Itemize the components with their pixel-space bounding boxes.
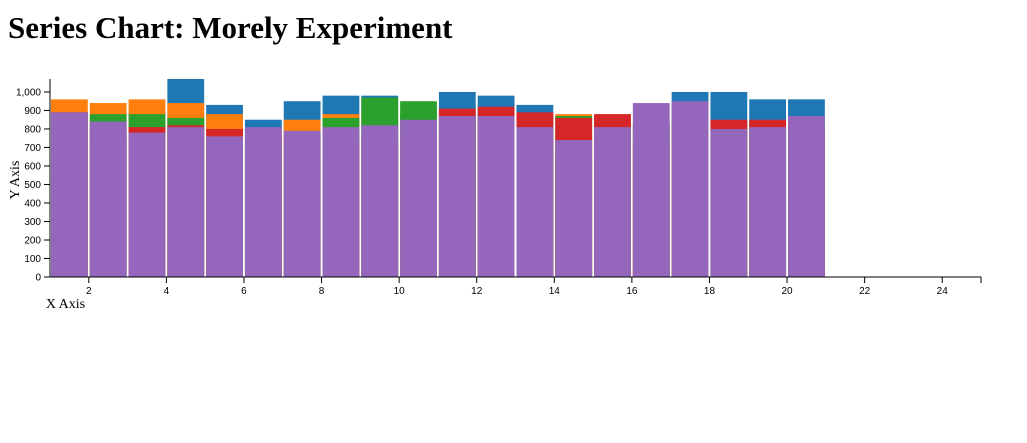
bar (555, 140, 593, 277)
bar (594, 127, 631, 277)
bar (361, 125, 399, 277)
bar (51, 112, 88, 277)
chart-title: Series Chart: Morely Experiment (8, 10, 453, 45)
x-tick-label: 18 (704, 286, 716, 297)
x-tick-label: 4 (164, 286, 170, 297)
y-tick-label: 1,000 (16, 87, 41, 98)
bar (710, 128, 748, 277)
y-tick-label: 700 (24, 143, 41, 154)
bar (89, 121, 127, 277)
y-tick-label: 200 (24, 235, 41, 246)
x-tick-label: 20 (781, 286, 793, 297)
bar (283, 130, 321, 277)
y-tick-label: 500 (24, 180, 41, 191)
y-tick-label: 600 (24, 161, 41, 172)
x-tick-label: 12 (471, 286, 483, 297)
bar (516, 127, 554, 277)
x-tick-label: 2 (86, 286, 92, 297)
y-tick-label: 400 (24, 198, 41, 209)
x-tick-label: 16 (626, 286, 638, 297)
y-tick-label: 300 (24, 217, 41, 228)
bar (749, 127, 787, 277)
bar (322, 127, 360, 277)
bar (632, 103, 670, 277)
bar (167, 127, 205, 277)
x-tick-label: 10 (394, 286, 406, 297)
bar (438, 116, 476, 278)
x-tick-label: 24 (937, 286, 949, 297)
bar (400, 119, 437, 277)
x-tick-label: 14 (549, 286, 561, 297)
y-tick-label: 100 (24, 254, 41, 265)
bar (128, 132, 166, 277)
x-tick-label: 22 (859, 286, 871, 297)
y-tick-label: 900 (24, 106, 41, 117)
bar (206, 136, 243, 277)
bar (244, 127, 282, 277)
bar (788, 116, 825, 278)
x-axis-title: X Axis (46, 297, 85, 312)
bar (477, 116, 515, 278)
x-tick-label: 8 (319, 286, 325, 297)
y-axis-title: Y Axis (8, 161, 23, 200)
y-tick-label: 0 (35, 273, 41, 284)
y-tick-label: 800 (24, 124, 41, 135)
bar (671, 101, 709, 278)
x-tick-label: 6 (241, 286, 247, 297)
